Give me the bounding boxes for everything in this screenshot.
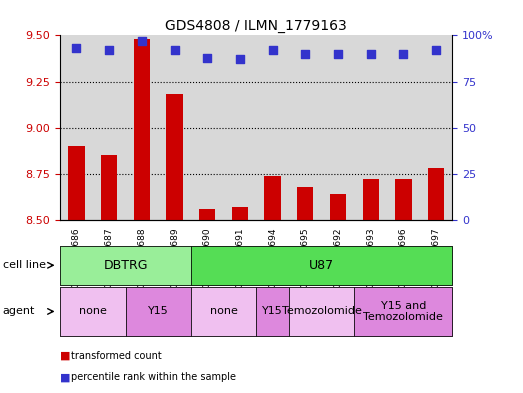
Bar: [101, 155, 117, 220]
Bar: [395, 180, 412, 220]
Point: [170, 47, 179, 53]
Point: [334, 51, 342, 57]
Text: DBTRG: DBTRG: [103, 259, 148, 272]
Point: [432, 47, 440, 53]
Text: none: none: [210, 307, 237, 316]
Bar: [297, 187, 313, 220]
Bar: [256, 35, 289, 220]
Point: [236, 56, 244, 62]
Bar: [166, 94, 183, 220]
Bar: [224, 35, 256, 220]
Text: U87: U87: [309, 259, 334, 272]
Point: [72, 45, 81, 51]
Bar: [199, 209, 215, 220]
Point: [105, 47, 113, 53]
Text: Y15 and
Temozolomide: Y15 and Temozolomide: [363, 301, 444, 322]
Text: Y15: Y15: [262, 307, 283, 316]
Text: agent: agent: [3, 307, 35, 316]
Text: none: none: [79, 307, 107, 316]
Point: [203, 54, 211, 61]
Bar: [322, 35, 355, 220]
Point: [399, 51, 407, 57]
Text: Y15: Y15: [148, 307, 168, 316]
Point: [301, 51, 310, 57]
Bar: [330, 194, 346, 220]
Point: [367, 51, 375, 57]
Bar: [134, 39, 150, 220]
Text: ■: ■: [60, 351, 71, 361]
Bar: [265, 176, 281, 220]
Bar: [289, 35, 322, 220]
Title: GDS4808 / ILMN_1779163: GDS4808 / ILMN_1779163: [165, 19, 347, 33]
Text: Temozolomide: Temozolomide: [282, 307, 361, 316]
Text: cell line: cell line: [3, 260, 46, 270]
Bar: [428, 168, 444, 220]
Bar: [362, 180, 379, 220]
Bar: [191, 35, 224, 220]
Point: [138, 38, 146, 44]
Bar: [93, 35, 126, 220]
Bar: [158, 35, 191, 220]
Bar: [60, 35, 93, 220]
Bar: [232, 207, 248, 220]
Bar: [419, 35, 452, 220]
Bar: [387, 35, 419, 220]
Text: transformed count: transformed count: [71, 351, 162, 361]
Text: percentile rank within the sample: percentile rank within the sample: [71, 372, 235, 382]
Bar: [355, 35, 387, 220]
Bar: [126, 35, 158, 220]
Point: [268, 47, 277, 53]
Text: ■: ■: [60, 372, 71, 382]
Bar: [69, 146, 85, 220]
